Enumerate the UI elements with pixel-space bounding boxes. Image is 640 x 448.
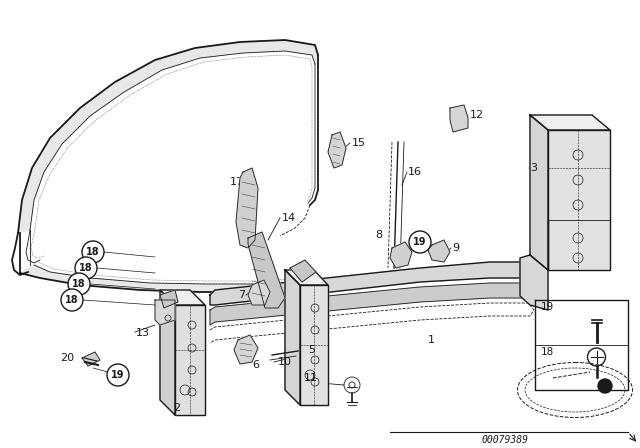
Text: 15: 15 xyxy=(352,138,366,148)
Polygon shape xyxy=(210,262,530,305)
Polygon shape xyxy=(450,105,468,132)
Text: 18: 18 xyxy=(72,279,86,289)
Circle shape xyxy=(82,241,104,263)
Text: 18: 18 xyxy=(65,295,79,305)
Polygon shape xyxy=(20,265,315,292)
Circle shape xyxy=(409,231,431,253)
Text: 3: 3 xyxy=(530,163,537,173)
Text: 18: 18 xyxy=(86,247,100,257)
Polygon shape xyxy=(18,40,318,233)
Text: 14: 14 xyxy=(282,213,296,223)
Polygon shape xyxy=(530,115,548,270)
Polygon shape xyxy=(548,130,610,270)
Polygon shape xyxy=(328,132,346,168)
Text: 5: 5 xyxy=(308,345,315,355)
Polygon shape xyxy=(285,270,300,405)
Text: 12: 12 xyxy=(470,110,484,120)
Text: 13: 13 xyxy=(136,328,150,338)
Circle shape xyxy=(61,289,83,311)
Polygon shape xyxy=(155,300,175,325)
Polygon shape xyxy=(160,290,178,308)
Text: 18: 18 xyxy=(541,347,554,357)
Text: 19: 19 xyxy=(111,370,125,380)
Text: 17: 17 xyxy=(230,177,244,187)
Circle shape xyxy=(107,364,129,386)
Text: 19: 19 xyxy=(541,302,554,312)
Polygon shape xyxy=(530,115,610,130)
Polygon shape xyxy=(300,285,328,405)
Polygon shape xyxy=(290,260,316,282)
Polygon shape xyxy=(428,240,450,262)
Polygon shape xyxy=(236,168,258,248)
Polygon shape xyxy=(175,305,205,415)
Text: 11: 11 xyxy=(304,373,318,383)
Polygon shape xyxy=(390,242,412,268)
Text: 1: 1 xyxy=(428,335,435,345)
Text: 9: 9 xyxy=(452,243,459,253)
Text: 16: 16 xyxy=(408,167,422,177)
Polygon shape xyxy=(520,255,548,310)
Circle shape xyxy=(68,273,90,295)
Polygon shape xyxy=(248,232,285,308)
Text: 2: 2 xyxy=(173,403,180,413)
Polygon shape xyxy=(160,290,175,415)
Polygon shape xyxy=(248,280,270,305)
Polygon shape xyxy=(82,352,100,366)
Polygon shape xyxy=(160,290,205,305)
Text: 20: 20 xyxy=(60,353,74,363)
Polygon shape xyxy=(210,283,535,325)
Text: 19: 19 xyxy=(413,237,427,247)
Text: 6: 6 xyxy=(252,360,259,370)
Text: 10: 10 xyxy=(278,357,292,367)
Text: 8: 8 xyxy=(375,230,382,240)
Circle shape xyxy=(75,257,97,279)
Circle shape xyxy=(598,379,612,393)
Text: 00079389: 00079389 xyxy=(481,435,529,445)
Polygon shape xyxy=(285,270,328,285)
Text: 18: 18 xyxy=(79,263,93,273)
Text: 7: 7 xyxy=(238,290,245,300)
Text: 4: 4 xyxy=(83,265,90,275)
Polygon shape xyxy=(234,335,258,364)
